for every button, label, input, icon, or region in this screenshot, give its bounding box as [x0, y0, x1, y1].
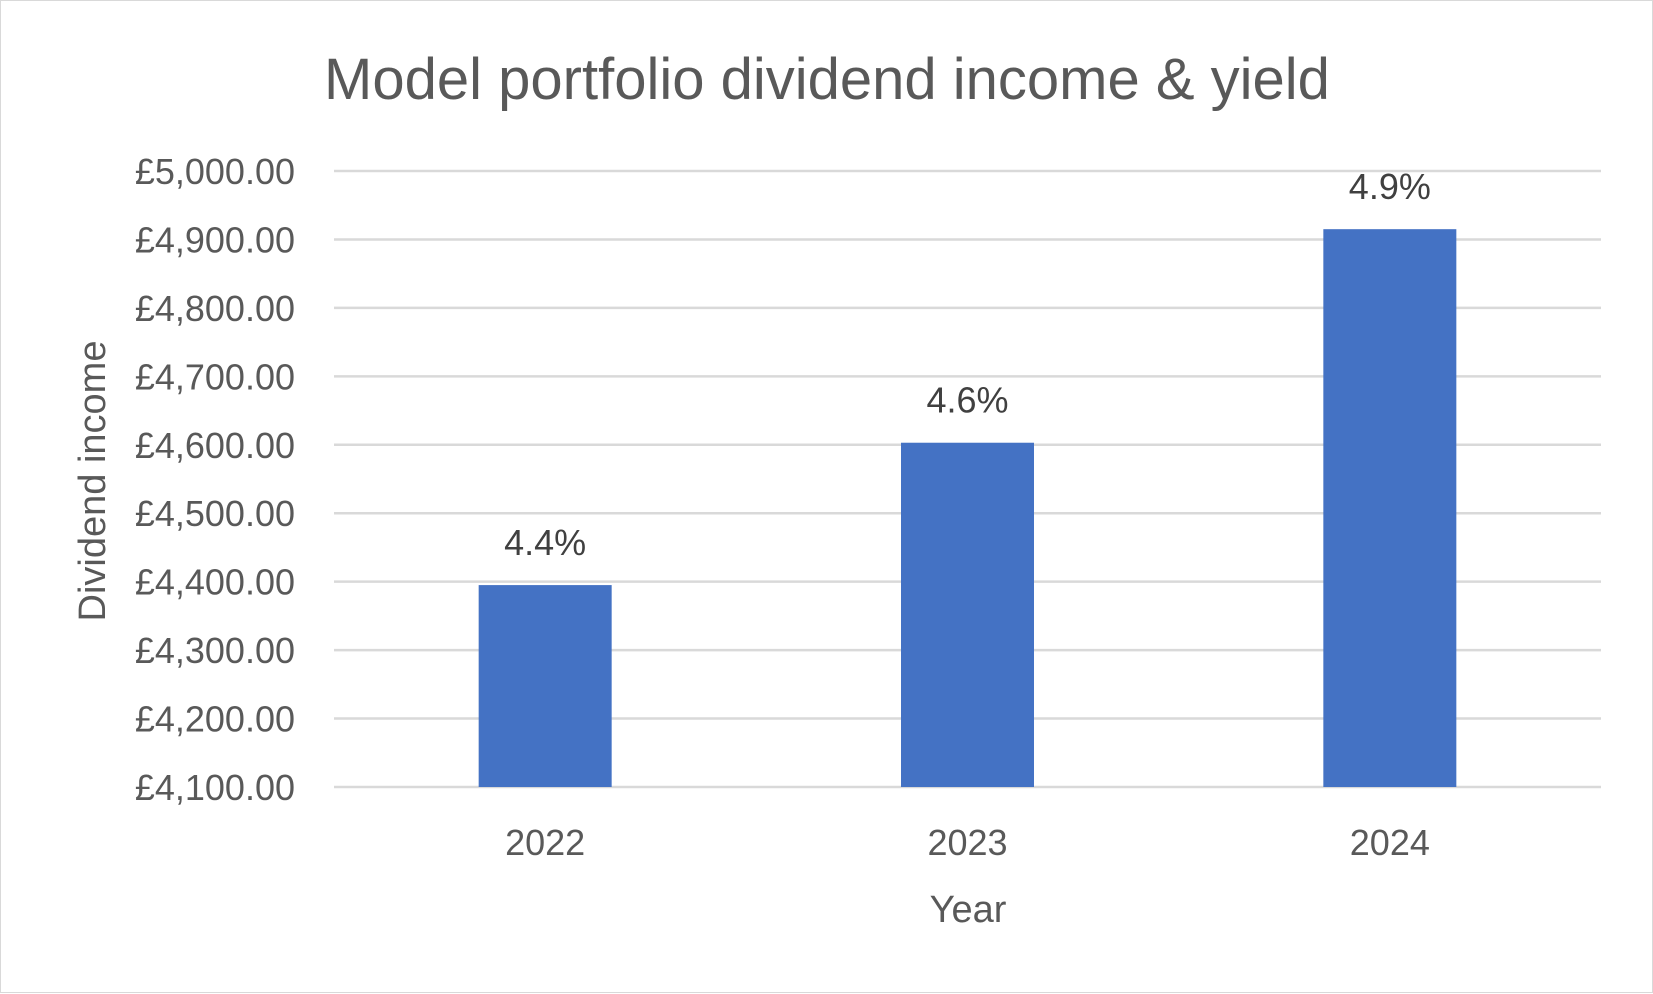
bars [478, 229, 1457, 787]
bar [901, 442, 1034, 787]
y-tick-label: £4,600.00 [135, 425, 295, 466]
bar [1323, 229, 1457, 787]
data-label: 4.4% [504, 522, 586, 563]
x-axis-ticks: 2022 2023 2024 [505, 822, 1430, 863]
x-tick-label: 2024 [1350, 822, 1430, 863]
x-tick-label: 2022 [505, 822, 585, 863]
y-axis-ticks: £4,100.00 £4,200.00 £4,300.00 £4,400.00 £4,5… [135, 151, 295, 808]
y-tick-label: £4,400.00 [135, 562, 295, 603]
data-label: 4.9% [1349, 166, 1431, 207]
y-tick-label: £4,900.00 [135, 219, 295, 260]
y-tick-label: £5,000.00 [135, 151, 295, 192]
data-labels: 4.4% 4.6% 4.9% [504, 166, 1431, 563]
x-tick-label: 2023 [927, 822, 1007, 863]
y-tick-label: £4,300.00 [135, 630, 295, 671]
bar [478, 585, 612, 787]
y-axis-title: Dividend income [72, 341, 114, 622]
x-axis-title: Year [930, 889, 1007, 931]
chart-title: Model portfolio dividend income & yield [324, 47, 1330, 112]
y-tick-label: £4,200.00 [135, 699, 295, 740]
data-label: 4.6% [926, 380, 1008, 421]
y-tick-label: £4,100.00 [135, 767, 295, 808]
y-tick-label: £4,800.00 [135, 288, 295, 329]
y-tick-label: £4,700.00 [135, 356, 295, 397]
y-tick-label: £4,500.00 [135, 493, 295, 534]
